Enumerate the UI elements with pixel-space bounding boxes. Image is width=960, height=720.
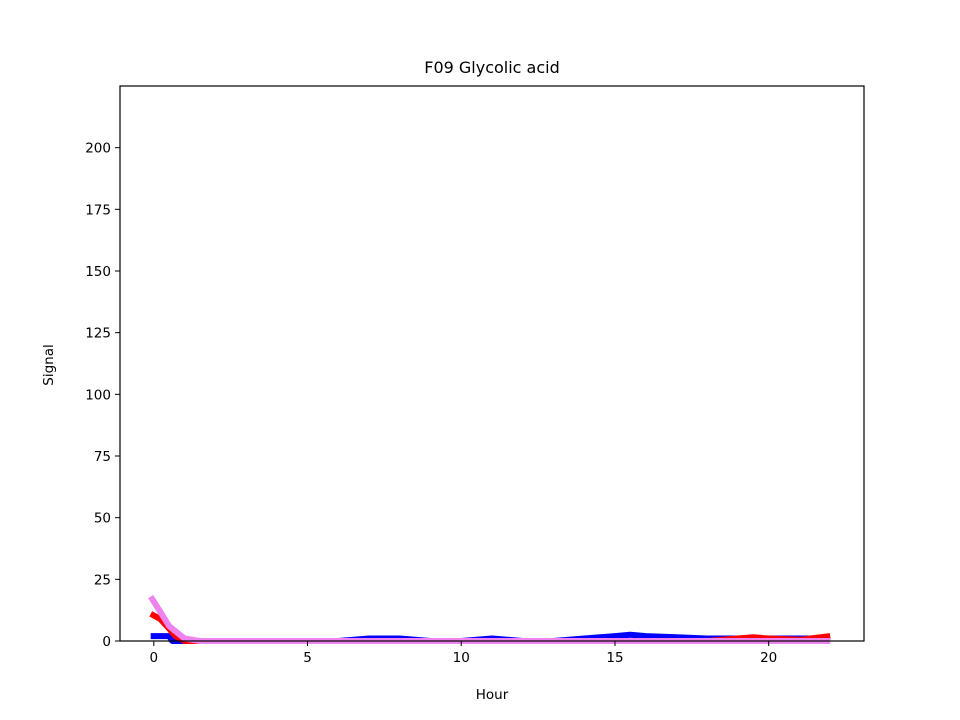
y-tick-label-3: 75 xyxy=(94,449,111,465)
y-tick-label-0: 0 xyxy=(102,634,111,650)
y-tick-label-8: 200 xyxy=(85,141,111,157)
plot-area-frame xyxy=(119,85,865,642)
y-tick-label-6: 150 xyxy=(85,264,111,280)
y-axis: 0 25 50 75 100 125 150 175 200 xyxy=(85,141,120,650)
x-tick-label-1: 5 xyxy=(303,650,312,666)
x-tick-label-0: 0 xyxy=(150,650,159,666)
y-tick-label-1: 25 xyxy=(94,572,111,588)
x-tick-label-3: 15 xyxy=(606,650,623,666)
series-layer xyxy=(148,595,831,644)
x-tick-label-4: 20 xyxy=(760,650,777,666)
y-tick-label-4: 100 xyxy=(85,387,111,403)
x-axis: 0 5 10 15 20 xyxy=(150,641,777,666)
x-axis-label: Hour xyxy=(476,687,509,703)
chart-title: F09 Glycolic acid xyxy=(424,58,560,77)
series-line-3 xyxy=(148,595,831,644)
y-tick-label-2: 50 xyxy=(94,511,111,527)
y-tick-label-5: 125 xyxy=(85,326,111,342)
y-tick-label-7: 175 xyxy=(85,202,111,218)
y-axis-label: Signal xyxy=(41,344,57,385)
x-tick-label-2: 10 xyxy=(453,650,470,666)
